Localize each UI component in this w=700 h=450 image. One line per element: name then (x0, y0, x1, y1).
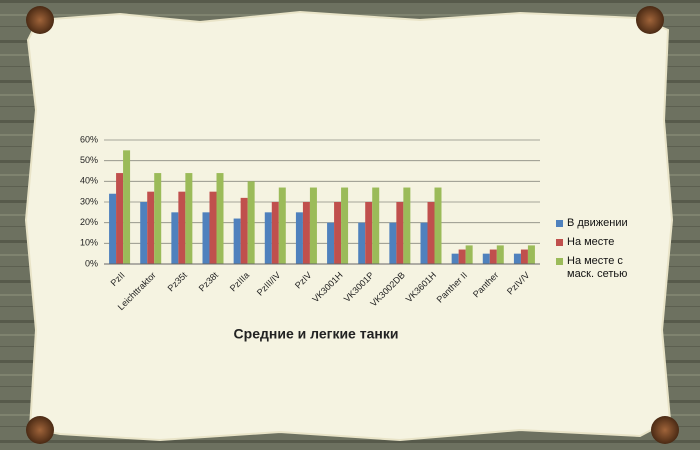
bar (358, 222, 366, 264)
bar (365, 202, 373, 264)
y-tick-label: 0% (85, 258, 98, 268)
y-tick-label: 60% (80, 134, 98, 144)
bar (123, 150, 131, 264)
y-tick-label: 40% (80, 176, 98, 186)
bar (202, 212, 210, 264)
bar (302, 202, 310, 264)
bar (465, 245, 473, 264)
legend: В движении На месте На месте с маск. сетью (556, 217, 646, 287)
bar (327, 222, 335, 264)
bar (147, 191, 155, 264)
bar (482, 253, 490, 264)
bar (434, 187, 442, 264)
legend-swatch (556, 258, 563, 265)
y-tick-label: 20% (80, 217, 98, 227)
bar (513, 253, 521, 264)
bar (178, 191, 186, 264)
bar (389, 222, 397, 264)
legend-label: На месте с маск. сетью (567, 255, 628, 280)
legend-item: На месте (556, 236, 646, 249)
bar (396, 202, 404, 264)
bar (233, 218, 241, 264)
legend-item: В движении (556, 217, 646, 230)
bar (451, 253, 459, 264)
legend-label: В движении (567, 217, 628, 229)
bar (116, 173, 124, 264)
legend-item: На месте с маск. сетью (556, 255, 646, 281)
bar (185, 173, 193, 264)
chart-title: Средние и легкие танки (234, 326, 399, 342)
bar (527, 245, 535, 264)
y-tick-label: 10% (80, 238, 98, 248)
bar (140, 202, 148, 264)
bar (309, 187, 317, 264)
bar (271, 202, 279, 264)
y-tick-label: 30% (80, 196, 98, 206)
bar (216, 173, 224, 264)
bar (264, 212, 272, 264)
bar (295, 212, 303, 264)
bar (496, 245, 504, 264)
bar (240, 197, 248, 264)
bar (458, 249, 466, 264)
bar (420, 222, 428, 264)
bar (209, 191, 217, 264)
bar (171, 212, 179, 264)
bar (278, 187, 286, 264)
bar (520, 249, 528, 264)
bar (489, 249, 497, 264)
bolts (26, 6, 679, 444)
bar (334, 202, 342, 264)
legend-swatch (556, 220, 563, 227)
bar (341, 187, 349, 264)
bar (403, 187, 411, 264)
bar (154, 173, 162, 264)
bar (247, 181, 255, 264)
legend-swatch (556, 239, 563, 246)
bar (109, 193, 117, 264)
bar (427, 202, 435, 264)
y-tick-label: 50% (80, 155, 98, 165)
bar (372, 187, 380, 264)
legend-label: На месте (567, 236, 615, 248)
